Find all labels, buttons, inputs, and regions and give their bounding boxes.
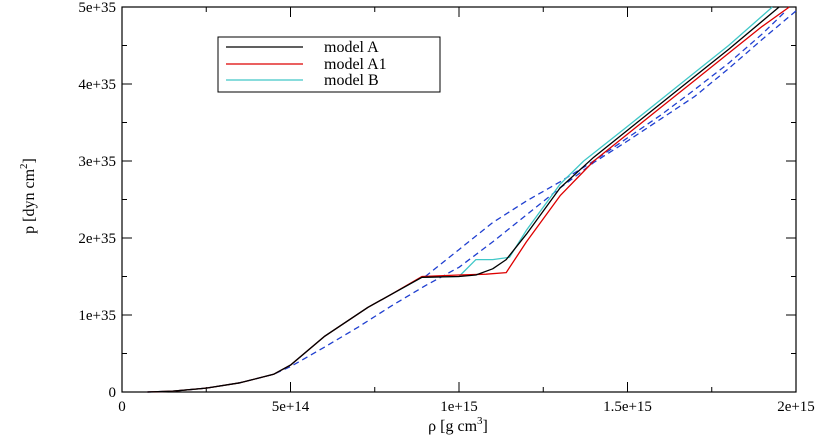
series-layer bbox=[147, 6, 797, 393]
y-tick-label: 0 bbox=[109, 385, 117, 401]
x-tick-label: 1.5e+15 bbox=[603, 399, 652, 415]
legend-label-model-b: model B bbox=[324, 72, 379, 89]
y-tick-label: 1e+35 bbox=[78, 308, 116, 324]
legend-label-model-a: model A bbox=[324, 39, 379, 56]
series-line-upper-dashed bbox=[424, 10, 787, 278]
y-tick-label: 3e+35 bbox=[78, 154, 116, 170]
y-tick-label: 5e+35 bbox=[78, 0, 116, 16]
x-tick-label: 1e+15 bbox=[440, 399, 478, 415]
x-tick-label: 0 bbox=[118, 399, 126, 415]
x-axis-title: ρ [g cm3] bbox=[428, 415, 488, 435]
y-tick-label: 4e+35 bbox=[78, 77, 116, 93]
y-axis-title: p [dyn cm2] bbox=[18, 158, 38, 234]
axis-ticks bbox=[121, 6, 797, 393]
y-tick-label: 2e+35 bbox=[78, 231, 116, 247]
x-tick-label: 2e+15 bbox=[777, 399, 815, 415]
x-tick-label: 5e+14 bbox=[272, 399, 310, 415]
legend: model A model A1 model B bbox=[217, 36, 441, 93]
legend-label-model-a1: model A1 bbox=[324, 56, 387, 73]
series-line-model-a bbox=[147, 6, 780, 393]
axis-tick-labels: 0 5e+14 1e+15 1.5e+15 2e+15 0 1e+35 2e+35 3e+35 4… bbox=[78, 0, 814, 415]
